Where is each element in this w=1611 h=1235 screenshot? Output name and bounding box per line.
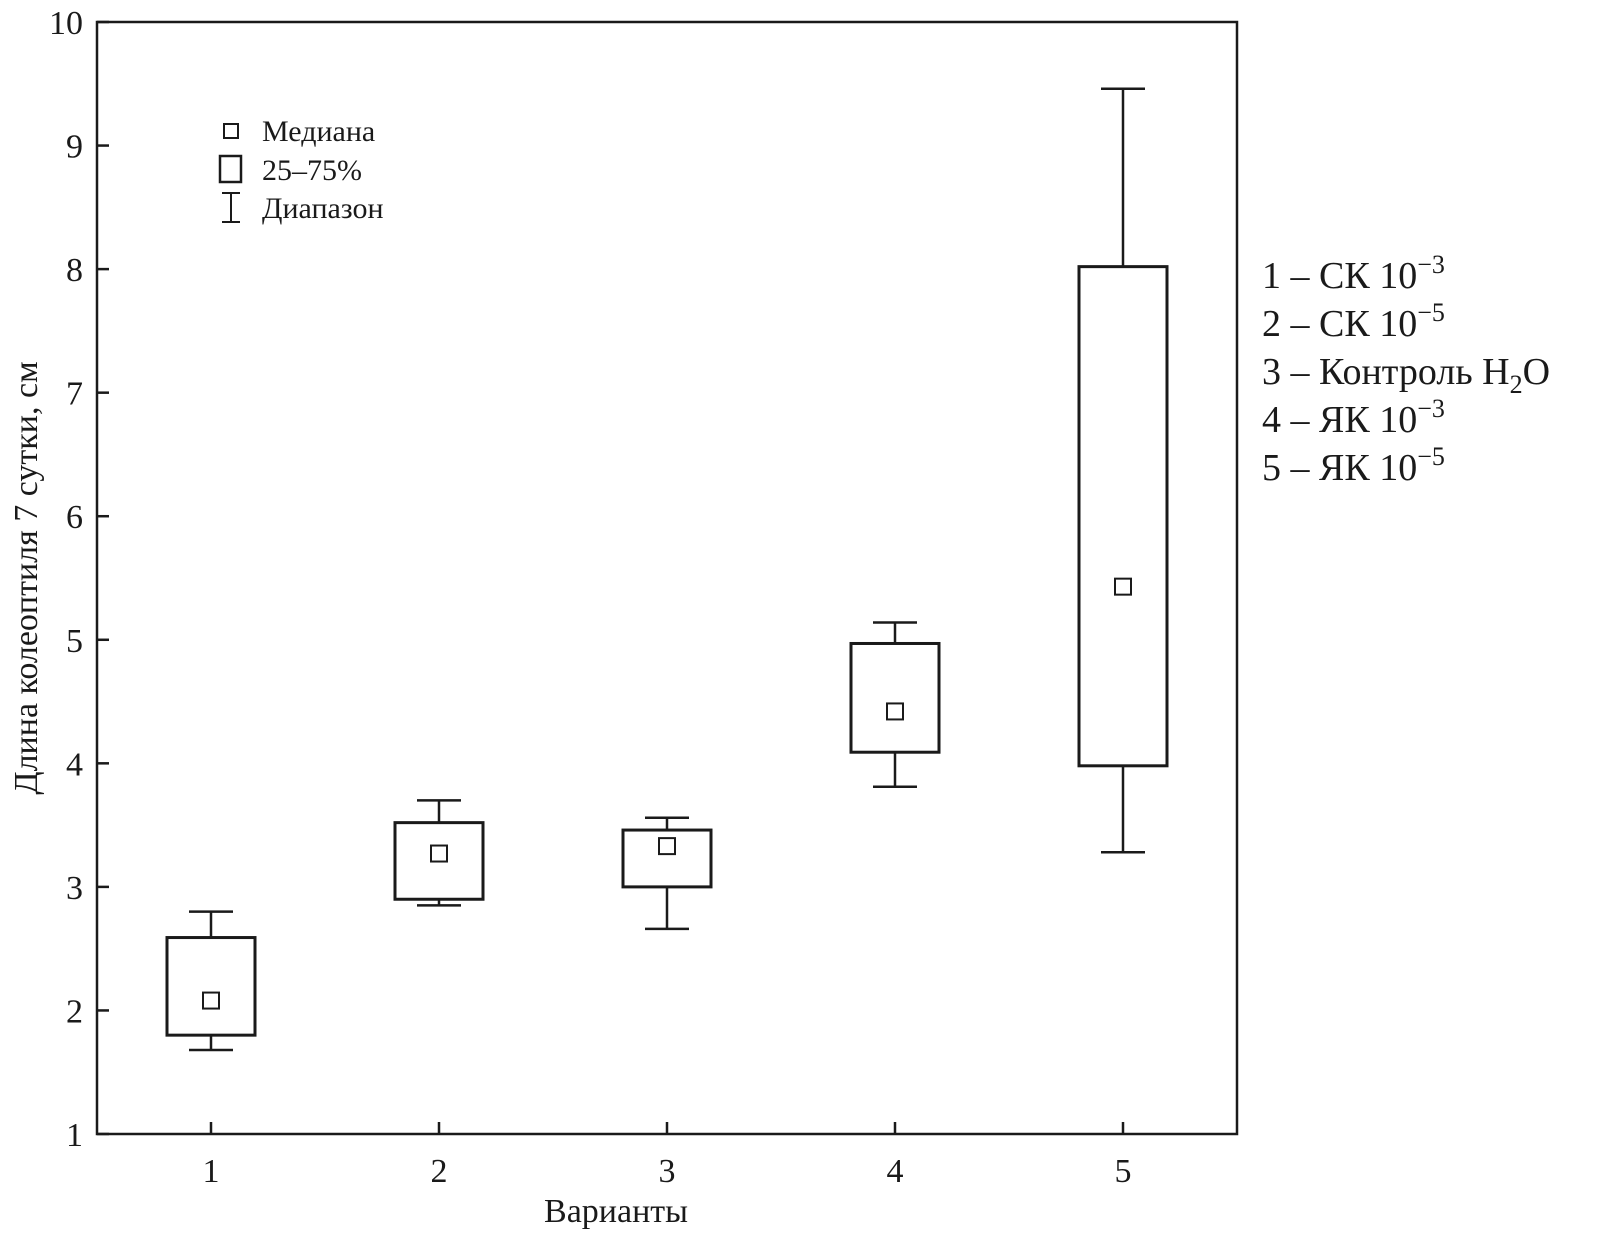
variant-key-suffix: O [1523, 351, 1550, 393]
superscript-exponent: −5 [1417, 298, 1445, 327]
y-tick-label: 6 [66, 499, 83, 536]
x-axis: 1 2 3 4 5 [203, 1122, 1132, 1190]
x-tick-label: 3 [659, 1153, 676, 1190]
variant-key-text: 3 – Контроль H [1262, 351, 1510, 393]
variant-key-text: 5 – ЯК 10 [1262, 447, 1417, 489]
iqr-box [1077, 265, 1169, 768]
variant-key-text: 1 – СК 10 [1262, 255, 1417, 297]
y-tick-label: 5 [66, 623, 83, 660]
x-tick-label: 2 [431, 1153, 448, 1190]
variant-key-item-5: 5 – ЯК 10−5 [1262, 442, 1445, 489]
legend: Медиана 25–75% Диапазон [218, 115, 384, 225]
x-tick-label: 1 [203, 1153, 220, 1190]
box-variant-2 [393, 799, 485, 907]
subscript: 2 [1510, 370, 1523, 399]
legend-median-symbol [223, 123, 239, 139]
superscript-exponent: −3 [1417, 250, 1445, 279]
boxes [165, 87, 1169, 1052]
superscript-exponent: −3 [1417, 394, 1445, 423]
y-tick-label: 9 [66, 129, 83, 166]
median-marker [1114, 577, 1132, 596]
y-axis-title: Длина колеоптиля 7 сутки, см [8, 361, 45, 794]
y-tick-label: 3 [66, 870, 83, 907]
legend-whisker-symbol [222, 192, 240, 223]
y-axis: 1 2 3 4 5 6 7 8 9 10 [49, 5, 109, 1154]
superscript-exponent: −5 [1417, 442, 1445, 471]
legend-box-label: 25–75% [262, 154, 362, 187]
plot-frame [95, 20, 1239, 1136]
y-tick-label: 10 [49, 5, 83, 42]
variant-key-item-1: 1 – СК 10−3 [1262, 250, 1445, 297]
variant-key-item-4: 4 – ЯК 10−3 [1262, 394, 1445, 441]
iqr-box [849, 641, 941, 754]
legend-box-symbol [218, 154, 243, 184]
variant-key: 1 – СК 10−32 – СК 10−53 – Контроль H2O4 … [1262, 250, 1550, 489]
variant-key-text: 4 – ЯК 10 [1262, 399, 1417, 441]
variant-key-item-3: 3 – Контроль H2O [1262, 351, 1550, 399]
y-tick-label: 2 [66, 993, 83, 1030]
y-tick-label: 4 [66, 746, 83, 783]
variant-key-item-2: 2 – СК 10−5 [1262, 298, 1445, 345]
box-variant-5 [1077, 87, 1169, 854]
legend-median-label: Медиана [262, 115, 375, 148]
y-tick-label: 7 [66, 376, 83, 413]
median-marker [202, 991, 220, 1010]
median-marker [430, 844, 448, 863]
median-marker [658, 837, 676, 856]
legend-whisker-label: Диапазон [262, 192, 384, 225]
x-axis-title: Варианты [544, 1193, 688, 1230]
box-variant-3 [621, 816, 713, 931]
y-tick-label: 8 [66, 252, 83, 289]
x-tick-label: 5 [1115, 1153, 1132, 1190]
variant-key-text: 2 – СК 10 [1262, 303, 1417, 345]
box-variant-1 [165, 910, 257, 1052]
median-marker [886, 702, 904, 721]
iqr-box [165, 936, 257, 1037]
y-tick-label: 1 [66, 1117, 83, 1154]
x-tick-label: 4 [887, 1153, 904, 1190]
box-variant-4 [849, 621, 941, 789]
